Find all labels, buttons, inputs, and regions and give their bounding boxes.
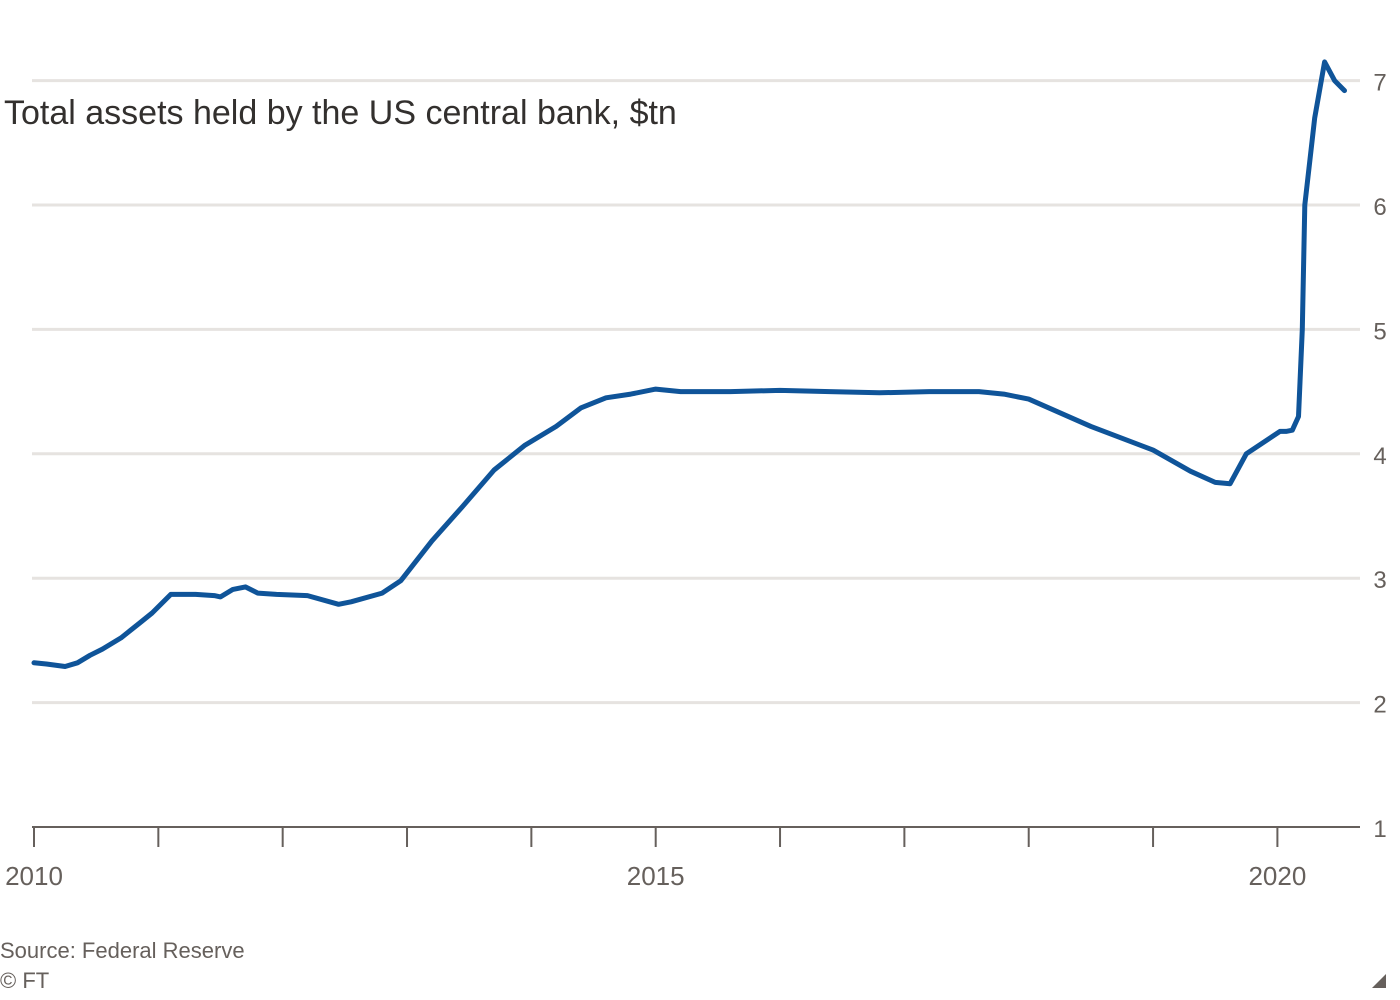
chart-title: Total assets held by the US central bank… <box>4 94 677 132</box>
y-tick-label-4: 4 <box>1373 443 1386 470</box>
y-tick-label-3: 3 <box>1373 567 1386 594</box>
x-tick-label-2015: 2015 <box>627 861 685 891</box>
x-tick-label-2020: 2020 <box>1248 861 1306 891</box>
series-line-0 <box>31 59 1347 669</box>
series-layer <box>31 59 1347 669</box>
y-tick-label-7: 7 <box>1373 70 1386 97</box>
x-tick-label-2010: 2010 <box>5 861 63 891</box>
y-tick-labels: 1 2 3 4 5 6 7 <box>1373 70 1386 843</box>
corner-triangle-icon <box>1372 974 1386 988</box>
y-gridlines <box>32 79 1360 705</box>
y-tick-label-2: 2 <box>1373 692 1386 719</box>
y-tick-label-6: 6 <box>1373 194 1386 221</box>
credit-note: © FT <box>0 968 50 993</box>
x-axis: 2010 2015 2020 <box>5 826 1360 891</box>
source-note: Source: Federal Reserve <box>0 938 245 963</box>
y-tick-label-1: 1 <box>1373 816 1386 843</box>
y-tick-label-5: 5 <box>1373 318 1386 345</box>
